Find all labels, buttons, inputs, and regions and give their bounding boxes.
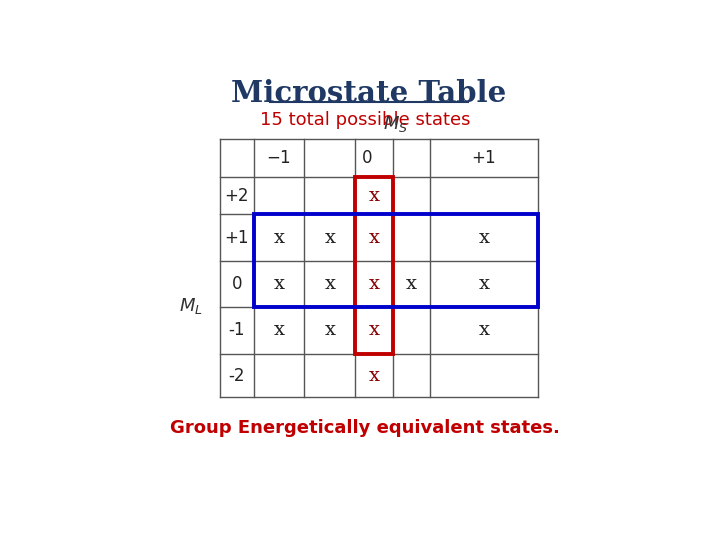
Bar xyxy=(355,177,393,354)
Text: x: x xyxy=(478,228,490,247)
Text: $M_L$: $M_L$ xyxy=(179,296,202,316)
Text: x: x xyxy=(369,275,380,293)
Text: x: x xyxy=(478,275,490,293)
Text: x: x xyxy=(369,187,380,205)
Text: $M_S$: $M_S$ xyxy=(383,114,408,134)
Text: +2: +2 xyxy=(225,187,249,205)
Text: +1: +1 xyxy=(225,228,249,247)
Text: 15 total possible states: 15 total possible states xyxy=(260,111,470,129)
Text: $+1$: $+1$ xyxy=(472,149,497,167)
Text: x: x xyxy=(369,321,380,339)
Text: x: x xyxy=(324,228,336,247)
Text: -1: -1 xyxy=(229,321,245,339)
Text: x: x xyxy=(478,321,490,339)
Text: x: x xyxy=(274,321,284,339)
Text: x: x xyxy=(274,228,284,247)
Text: $0$: $0$ xyxy=(361,149,373,167)
Text: $-1$: $-1$ xyxy=(266,149,292,167)
Text: x: x xyxy=(324,321,336,339)
Text: -2: -2 xyxy=(229,367,245,384)
Text: x: x xyxy=(324,275,336,293)
Text: x: x xyxy=(369,367,380,384)
Text: 0: 0 xyxy=(232,275,242,293)
Text: Group Energetically equivalent states.: Group Energetically equivalent states. xyxy=(170,419,560,437)
Bar xyxy=(253,214,538,307)
Text: x: x xyxy=(406,275,417,293)
Text: Microstate Table: Microstate Table xyxy=(231,79,507,108)
Text: x: x xyxy=(274,275,284,293)
Text: x: x xyxy=(369,228,380,247)
